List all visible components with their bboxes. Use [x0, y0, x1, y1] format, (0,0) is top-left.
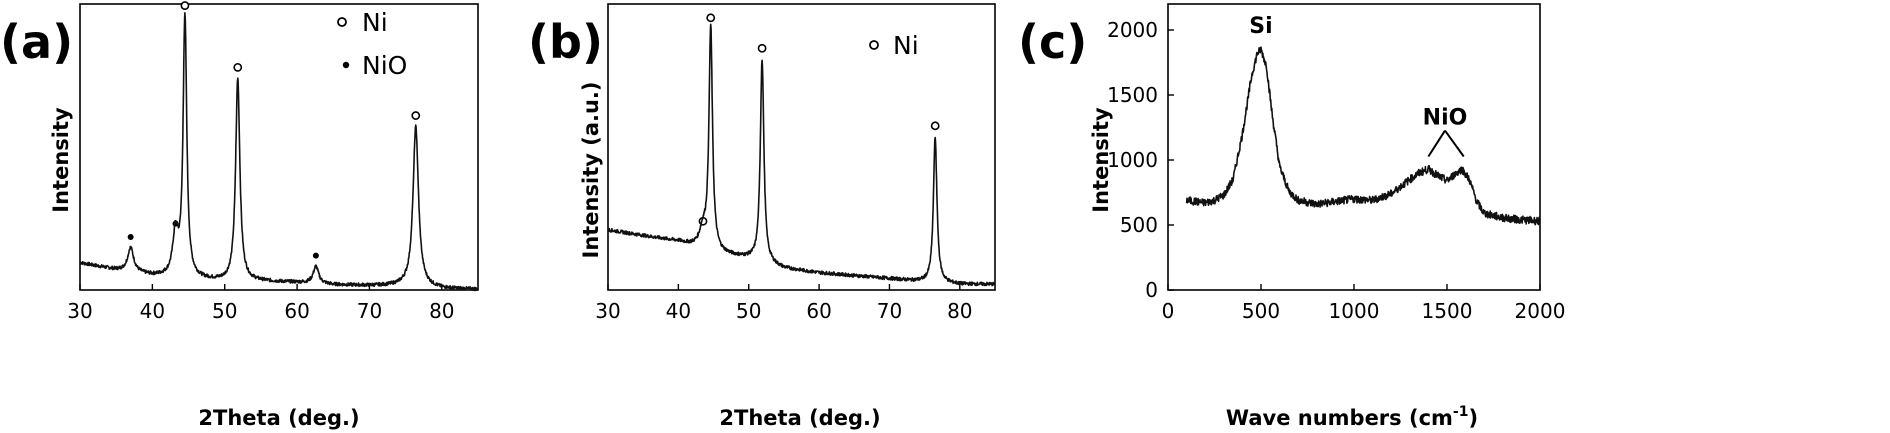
panel-a: (a) 2Theta (deg.) Intensity Ni NiO 30 40 5… — [0, 1, 479, 430]
y-tick-label: 500 — [1120, 213, 1158, 237]
nio-arrow — [1427, 130, 1446, 158]
x-tick-label: 500 — [1242, 299, 1280, 323]
plot-frame — [1167, 3, 1541, 291]
series-line — [1185, 46, 1541, 226]
panel-c: (c) Wave numbers (cm-1) Intensity 0 500 10… — [1018, 3, 1566, 430]
plot-frame — [607, 3, 996, 291]
x-tick-label: 70 — [357, 299, 382, 323]
legend-label-ni: Ni — [362, 8, 388, 37]
x-tick-label: 40 — [140, 299, 165, 323]
x-tick-label: 60 — [806, 299, 831, 323]
x-tick-label: 50 — [212, 299, 237, 323]
plot-frame — [79, 3, 479, 291]
panel-b-legend: Ni — [869, 31, 919, 60]
x-tick-label: 2000 — [1515, 299, 1566, 323]
x-tick-label: 30 — [595, 299, 620, 323]
x-tick-label: 60 — [284, 299, 309, 323]
legend-open-circle-marker — [337, 17, 347, 27]
y-tick-label: 2000 — [1107, 18, 1158, 42]
legend-open-circle-marker — [869, 40, 879, 50]
panel-b: (b) 2Theta (deg.) Intensity (a.u.) Ni 30… — [528, 3, 996, 430]
ni-peak-marker — [930, 121, 940, 131]
panel-a-label: (a) — [0, 15, 73, 69]
ni-peak-marker — [233, 62, 243, 72]
nio-peak-marker — [312, 252, 319, 259]
x-tick-label: 1500 — [1422, 299, 1473, 323]
legend-filled-dot-marker — [342, 61, 350, 69]
y-tick-label: 0 — [1145, 278, 1158, 302]
nio-arrow — [1444, 130, 1465, 158]
panel-c-x-axis-title: Wave numbers (cm-1) — [1226, 404, 1478, 430]
ni-peak-marker — [757, 43, 767, 53]
legend-label-ni: Ni — [893, 31, 919, 60]
panel-c-y-axis-title: Intensity — [1089, 107, 1113, 213]
annotation-si: Si — [1249, 14, 1272, 39]
x-tick-label: 0 — [1162, 299, 1175, 323]
series-line — [607, 23, 996, 287]
panel-b-x-axis-title: 2Theta (deg.) — [719, 406, 880, 430]
legend-label-nio: NiO — [362, 51, 407, 80]
panel-a-legend: Ni NiO — [337, 8, 407, 80]
panel-a-y-axis-title: Intensity — [49, 107, 73, 213]
ni-peak-marker — [706, 13, 716, 23]
y-tick-label: 1000 — [1107, 148, 1158, 172]
x-tick-label: 80 — [429, 299, 454, 323]
ni-peak-marker — [411, 111, 421, 120]
x-tick-label: 50 — [736, 299, 761, 323]
x-tick-label: 70 — [877, 299, 902, 323]
y-tick-label: 1500 — [1107, 83, 1158, 107]
ni-peak-marker — [180, 1, 190, 10]
series-line — [79, 12, 479, 292]
panel-a-x-axis-title: 2Theta (deg.) — [198, 406, 359, 430]
x-tick-label: 1000 — [1329, 299, 1380, 323]
panel-c-label: (c) — [1018, 15, 1087, 69]
x-tick-label: 40 — [666, 299, 691, 323]
panel-b-label: (b) — [528, 15, 603, 69]
nio-peak-marker — [127, 233, 134, 240]
panel-b-y-axis-title: Intensity (a.u.) — [579, 81, 603, 258]
x-tick-label: 30 — [67, 299, 92, 323]
annotation-nio: NiO — [1423, 106, 1468, 131]
x-tick-label: 80 — [947, 299, 972, 323]
